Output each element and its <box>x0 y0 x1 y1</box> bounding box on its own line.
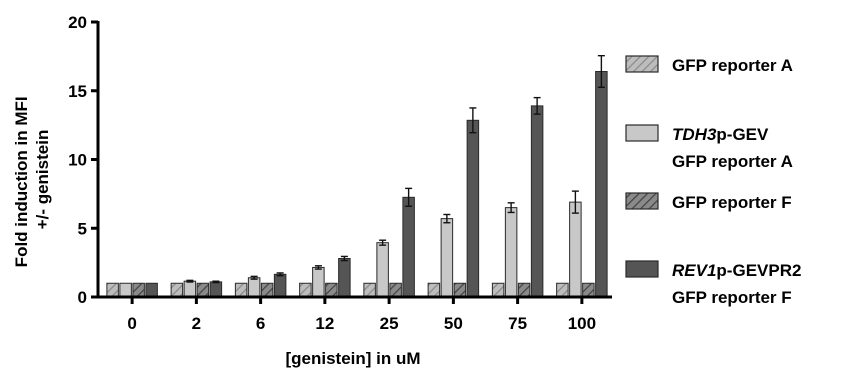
legend-item: GFP reporter A <box>625 55 793 75</box>
bar <box>595 71 608 298</box>
legend-swatch <box>625 55 659 73</box>
bar <box>119 282 132 298</box>
legend-label: GFP reporter A <box>672 152 793 171</box>
y-tick-label: 20 <box>68 13 87 32</box>
y-axis-title-line-2: +/- genistein <box>33 130 52 230</box>
bar <box>234 282 248 298</box>
legend-label: REV1p-GEVPR2 <box>672 261 801 280</box>
bar <box>209 281 223 298</box>
legend-swatch <box>625 192 659 210</box>
bar <box>491 282 505 298</box>
legend-swatch <box>625 260 659 278</box>
x-tick-label: 0 <box>127 314 136 333</box>
y-axis-title: Fold induction in MFI +/- genistein <box>12 92 52 268</box>
bar <box>299 282 312 298</box>
bar <box>440 218 454 298</box>
bar <box>145 282 158 298</box>
legend-label-text: GFP reporter F <box>672 288 792 307</box>
bar <box>530 105 544 298</box>
legend-label: GFP reporter F <box>672 193 792 212</box>
x-ticks: 0 2 6 12 25 50 75 100 <box>127 297 596 333</box>
x-tick-label: 2 <box>192 314 201 333</box>
x-tick-label: 100 <box>568 314 596 333</box>
legend-item: TDH3p-GEV GFP reporter A <box>625 124 793 171</box>
legend-label-text: GFP reporter A <box>672 152 793 171</box>
bar <box>427 282 441 298</box>
legend-label-text: p-GEV <box>716 125 769 144</box>
bar <box>106 282 119 298</box>
bar <box>582 282 595 298</box>
x-tick-label: 50 <box>444 314 463 333</box>
legend-label: GFP reporter F <box>672 288 792 307</box>
bar <box>170 282 184 298</box>
x-tick-label: 6 <box>256 314 265 333</box>
legend: GFP reporter A TDH3p-GEV GFP reporter A GFP… <box>625 55 801 307</box>
y-tick-label: 15 <box>68 82 87 101</box>
legend-label-text: p-GEVPR2 <box>716 261 801 280</box>
legend-label-italic: TDH3 <box>672 125 717 144</box>
x-tick-label: 75 <box>508 314 527 333</box>
bar <box>517 282 531 298</box>
bars-layer <box>106 71 608 298</box>
y-ticks: 0 5 10 15 20 <box>68 13 98 307</box>
bar <box>247 277 261 298</box>
axes: 0 5 10 15 20 0 2 6 12 25 50 75 100 <box>68 13 612 333</box>
bar <box>132 282 145 298</box>
x-tick-label: 12 <box>315 314 334 333</box>
legend-label-italic: REV1 <box>672 261 716 280</box>
bar <box>376 242 389 298</box>
legend-item: GFP reporter F <box>625 192 792 212</box>
bar <box>196 282 210 298</box>
bar <box>453 282 467 298</box>
legend-label-text: GFP reporter A <box>672 56 793 75</box>
y-tick-label: 10 <box>68 151 87 170</box>
bar <box>556 282 569 298</box>
legend-label: TDH3p-GEV <box>672 125 769 144</box>
bar <box>466 119 480 298</box>
bar <box>363 282 376 298</box>
bar <box>338 258 351 298</box>
bar <box>389 282 402 298</box>
bar <box>273 273 287 298</box>
legend-label: GFP reporter A <box>672 56 793 75</box>
bar <box>312 266 325 298</box>
bar <box>325 282 338 298</box>
bar <box>260 282 274 298</box>
legend-label-text: GFP reporter F <box>672 193 792 212</box>
legend-item: REV1p-GEVPR2 GFP reporter F <box>625 260 801 307</box>
bar <box>504 207 518 298</box>
x-axis-title: [genistein] in uM <box>285 349 420 368</box>
bar <box>402 196 415 298</box>
y-tick-label: 0 <box>78 288 87 307</box>
bar <box>569 201 582 298</box>
y-axis-title-line-1: Fold induction in MFI <box>12 96 31 267</box>
error-bars-layer <box>186 54 605 284</box>
x-tick-label: 25 <box>380 314 399 333</box>
bar <box>183 280 197 298</box>
legend-swatch <box>625 124 659 142</box>
y-tick-label: 5 <box>78 219 87 238</box>
